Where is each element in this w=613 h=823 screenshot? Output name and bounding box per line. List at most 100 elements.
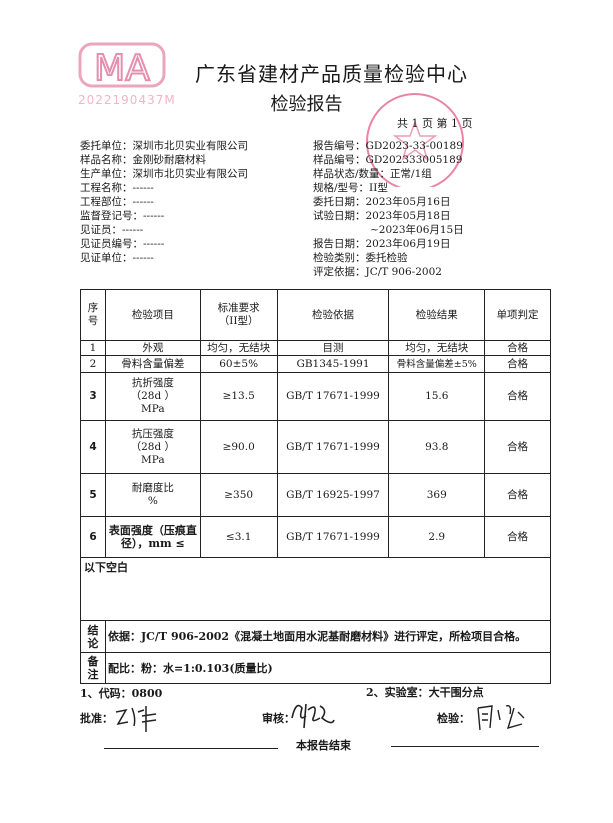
- info-label: 检验类别：: [313, 252, 366, 264]
- table-header-row: 序号 检验项目 标准要求 （II型） 检验依据 检验结果 单项判定: [80, 289, 551, 341]
- info-label: 规格/型号：: [313, 182, 370, 194]
- info-row: 见证员编号：------: [80, 237, 248, 251]
- cell-req: ≤3.1: [199, 516, 278, 558]
- cell-result: 369: [388, 473, 486, 517]
- lab-text: 2、实验室：大干围分点: [366, 686, 484, 699]
- info-row: 检验类别：委托检验: [313, 251, 464, 265]
- cell-result: 均匀，无结块: [388, 340, 486, 356]
- cell-result: 15.6: [388, 372, 486, 421]
- info-value: 深圳市北贝实业有限公司: [132, 168, 249, 180]
- remark-row: 备注 配比：粉：水=1:0.103(质量比): [80, 652, 552, 684]
- cell-item: 抗折强度 （28d ） MPa: [104, 372, 201, 421]
- inspector-signature-line: [391, 746, 539, 747]
- conclusion-row: 结论 依据：JC/T 906-2002《混凝土地面用水泥基耐磨材料》进行评定，所…: [80, 620, 552, 653]
- info-value: ------: [122, 224, 144, 236]
- info-value: 深圳市北贝实业有限公司: [132, 140, 249, 152]
- info-row: 样品状态/数量：正常/1组: [313, 167, 464, 181]
- cell-item: 耐磨度比 %: [104, 473, 201, 517]
- cell-basis: GB1345-1991: [276, 355, 390, 373]
- conclusion-text: 依据：JC/T 906-2002《混凝土地面用水泥基耐磨材料》进行评定，所检项目…: [104, 620, 552, 653]
- official-seal-stamp: [366, 93, 464, 187]
- info-row: 委托日期：2023年05月16日: [313, 195, 464, 209]
- info-value: 2023年06月19日: [365, 238, 451, 250]
- info-row: 样品编号：GD202333005189: [313, 153, 464, 167]
- cell-basis: GB/T 16925-1997: [276, 473, 390, 517]
- table-row: 6 表面强度（压痕直径），mm ≤ ≤3.1 GB/T 17671-1999 2.9 合格: [80, 516, 551, 558]
- column-header: 检验结果: [388, 289, 486, 341]
- info-row: 生产单位：深圳市北贝实业有限公司: [80, 167, 248, 181]
- cell-req: 60±5%: [199, 355, 278, 373]
- inspector-signature: [477, 704, 525, 731]
- info-row: ~2023年06月15日: [313, 223, 464, 237]
- cma-stamp-logo: MA 2022190437M: [78, 42, 176, 107]
- info-label: 监督登记号：: [80, 210, 143, 222]
- cell-verdict: 合格: [484, 420, 551, 474]
- info-label: 样品状态/数量：: [313, 168, 391, 180]
- cell-result: 2.9: [388, 516, 486, 558]
- cell-result: 93.8: [388, 420, 486, 474]
- info-label: 报告日期：: [313, 238, 366, 250]
- info-row: 试验日期：2023年05月18日: [313, 209, 464, 223]
- results-table: 序号 检验项目 标准要求 （II型） 检验依据 检验结果 单项判定 1 外观 均匀，无结块 目测…: [80, 289, 552, 684]
- column-header: 检验依据: [276, 289, 390, 341]
- info-value: 金刚砂耐磨材料: [132, 154, 207, 166]
- approver-signature-line: [104, 748, 278, 749]
- info-row: 工程名称：------: [80, 181, 248, 195]
- info-row: 工程部位：------: [80, 195, 248, 209]
- cell-no: 2: [80, 355, 106, 373]
- info-value: II型: [369, 182, 388, 194]
- remark-label: 备注: [80, 652, 106, 684]
- info-left: 委托单位：深圳市北贝实业有限公司 样品名称：金刚砂耐磨材料 生产单位：深圳市北贝实业…: [80, 139, 248, 265]
- cell-basis: GB/T 17671-1999: [276, 420, 390, 474]
- info-row: 评定依据：JC/T 906-2002: [313, 265, 464, 279]
- info-value: 2023年05月18日: [365, 210, 451, 222]
- info-value: 2023年05月16日: [365, 196, 451, 208]
- info-row: 见证员：------: [80, 223, 248, 237]
- info-label: 见证员编号：: [80, 238, 143, 250]
- info-value: JC/T 906-2002: [365, 266, 442, 278]
- report-title: 检验报告: [270, 94, 343, 115]
- page-count: 共 1 页 第 1 页: [397, 117, 473, 130]
- cell-req: ≥350: [199, 473, 278, 517]
- remark-text: 配比：粉：水=1:0.103(质量比): [104, 652, 552, 684]
- info-value: ~2023年06月15日: [370, 224, 464, 236]
- cell-basis: 目测: [276, 340, 390, 356]
- info-row: 样品名称：金刚砂耐磨材料: [80, 153, 248, 167]
- info-row: 报告编号：GD2023-33-00189: [313, 139, 464, 153]
- table-row: 3 抗折强度 （28d ） MPa ≥13.5 GB/T 17671-1999 15.6…: [80, 372, 551, 421]
- blank-row: 以下空白: [80, 557, 551, 621]
- info-label: 样品编号：: [313, 154, 366, 166]
- info-label: 见证单位：: [80, 252, 133, 264]
- cell-basis: GB/T 17671-1999: [276, 516, 390, 558]
- cell-no: 6: [80, 516, 106, 558]
- approve-label: 批准：: [80, 712, 113, 725]
- cell-no: 3: [80, 372, 106, 421]
- info-value: 委托检验: [365, 252, 408, 264]
- table-row: 5 耐磨度比 % ≥350 GB/T 16925-1997 369 合格: [80, 473, 551, 517]
- info-value: ------: [143, 210, 165, 222]
- table-row: 1 外观 均匀，无结块 目测 均匀，无结块 合格: [80, 340, 551, 356]
- column-header: 检验项目: [104, 289, 201, 341]
- info-label: 委托单位：: [80, 140, 133, 152]
- report-end-text: 本报告结束: [296, 739, 351, 752]
- cell-no: 4: [80, 420, 106, 474]
- cell-result: 骨料含量偏差±5%: [388, 355, 486, 373]
- code-text: 1、代码：0800: [80, 687, 163, 700]
- conclusion-label: 结论: [80, 620, 106, 653]
- cell-item: 外观: [104, 340, 201, 356]
- cell-req: ≥13.5: [199, 372, 278, 421]
- info-label: 评定依据：: [313, 266, 366, 278]
- cell-verdict: 合格: [484, 473, 551, 517]
- column-header: 单项判定: [484, 289, 551, 341]
- cell-no: 1: [80, 340, 106, 356]
- info-label: 报告编号：: [313, 140, 366, 152]
- info-value: 正常/1组: [390, 168, 432, 180]
- info-label: 生产单位：: [80, 168, 133, 180]
- info-row: 委托单位：深圳市北贝实业有限公司: [80, 139, 248, 153]
- info-label: 试验日期：: [313, 210, 366, 222]
- info-row: 见证单位：------: [80, 251, 248, 265]
- cell-item: 抗压强度 （28d ） MPa: [104, 420, 201, 474]
- svg-text:2022190437M: 2022190437M: [78, 93, 176, 107]
- cell-verdict: 合格: [484, 516, 551, 558]
- svg-text:MA: MA: [94, 48, 150, 89]
